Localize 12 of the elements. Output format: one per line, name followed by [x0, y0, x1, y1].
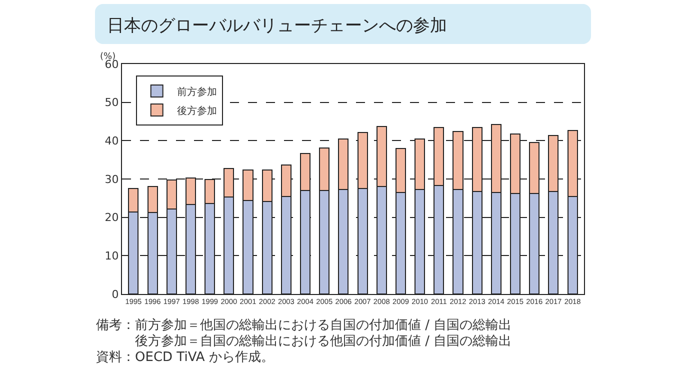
y-tick-label: 0 [112, 288, 119, 301]
y-tick-label: 30 [104, 172, 119, 186]
chart-title: 日本のグローバルバリューチェーンへの参加 [95, 4, 591, 44]
text: 後方参加＝自国の総輸出における他国の付加価値 / 自国の総輸出 [134, 334, 512, 350]
text: 資料：OECD TiVA から作成。 [96, 350, 275, 366]
legend-label: 後方参加 [176, 104, 217, 117]
text: 備考：前方参加＝他国の総輸出における自国の付加価値 / 自国の総輸出 [96, 318, 512, 334]
y-tick-label: 50 [104, 96, 119, 110]
legend-label: 前方参加 [176, 86, 217, 98]
y-tick-label: 40 [104, 134, 119, 148]
y-tick-label: 20 [104, 211, 119, 224]
y-tick-label: 10 [104, 250, 119, 263]
